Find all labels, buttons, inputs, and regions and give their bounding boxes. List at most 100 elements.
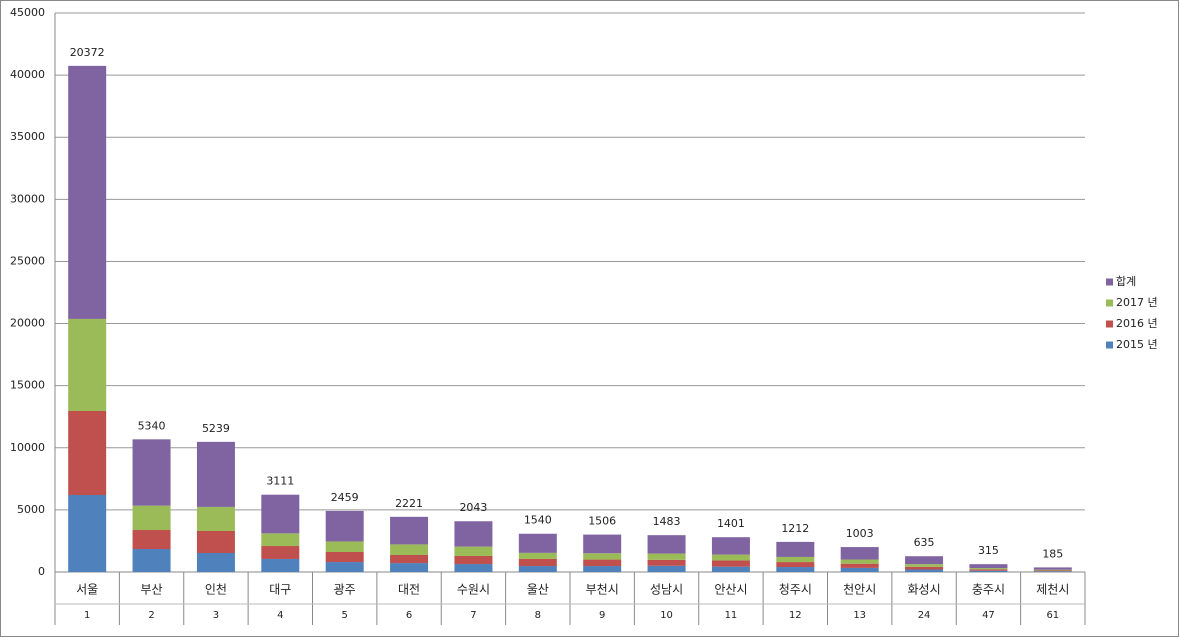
bar-segment [390,554,429,564]
y-tick-label: 40000 [10,68,45,81]
bar-segment [1033,570,1072,572]
bar-segment [647,535,686,554]
bar-segment [261,546,300,559]
x-tick-label: 대구 [269,583,291,597]
bar-segment [840,567,879,572]
x-sub-label: 1 [84,610,90,621]
bar-segment [905,564,944,567]
bar-segment [969,570,1008,572]
bar-segment [196,531,235,553]
bar-segment [390,563,429,572]
bar-segment [969,568,1008,570]
x-tick-label: 화성시 [908,583,941,597]
bar-segment [68,65,107,319]
bar-segment [840,559,879,564]
data-label: 20372 [70,46,105,59]
bar-segment [840,563,879,568]
bar-segment [711,560,750,567]
data-label: 3111 [266,475,294,488]
bar-segment [261,558,300,572]
data-label: 2043 [459,501,487,514]
data-label: 315 [978,544,999,557]
y-tick-label: 20000 [10,317,45,330]
x-sub-label: 61 [1046,610,1059,621]
bar-segment [261,533,300,547]
bar-segment [132,530,171,550]
legend-label: 2016 년 [1116,317,1158,330]
bar-segment [583,559,622,567]
bar-segment [1033,567,1072,570]
bar-segment [1033,569,1072,571]
x-tick-label: 울산 [527,583,549,597]
bar-segment [840,547,879,560]
bar-segment [647,553,686,560]
bar-segment [711,537,750,555]
x-tick-label: 충주시 [972,583,1005,597]
data-label: 1483 [653,515,681,528]
x-sub-label: 9 [599,610,605,621]
data-label: 185 [1042,547,1063,560]
x-sub-label: 5 [342,610,348,621]
x-sub-label: 4 [277,610,283,621]
bar-segment [196,552,235,572]
bar-segment [583,566,622,572]
bar-segment [776,556,815,563]
y-tick-label: 15000 [10,379,45,392]
data-label: 5340 [138,419,166,432]
x-sub-label: 8 [535,610,541,621]
bar-segment [776,562,815,568]
bar-segment [711,566,750,572]
y-tick-label: 30000 [10,192,45,205]
bar-segment [518,566,557,572]
x-sub-label: 11 [725,610,738,621]
data-label: 2459 [331,491,359,504]
y-tick-label: 45000 [10,6,45,19]
legend-swatch [1106,320,1113,328]
y-tick-label: 10000 [10,441,45,454]
bar-segment [390,516,429,545]
data-label: 1506 [588,515,616,528]
data-label: 635 [914,536,935,549]
bar-segment [583,534,622,554]
y-tick-label: 25000 [10,254,45,267]
bar-segment [647,559,686,566]
bar-segment [454,546,493,556]
bar-segment [454,521,493,547]
bar-segment [132,505,171,531]
bar-segment [68,411,107,495]
data-label: 5239 [202,422,230,435]
bar-segment [68,494,107,572]
y-tick-label: 5000 [17,503,45,516]
bar-segment [905,566,944,570]
bar-segment [132,549,171,572]
bar-segment [390,544,429,555]
data-label: 1003 [846,527,874,540]
data-label: 1540 [524,514,552,527]
x-sub-label: 2 [148,610,154,621]
legend-swatch [1106,299,1113,307]
x-sub-label: 3 [213,610,219,621]
data-label: 1212 [781,522,809,535]
data-label: 1401 [717,517,745,530]
x-tick-label: 성남시 [650,583,683,597]
bar-segment [325,541,364,553]
x-tick-label: 서울 [76,583,98,597]
bar-segment [454,555,493,565]
x-tick-label: 부천시 [586,582,619,597]
x-tick-label: 천안시 [843,582,876,597]
x-tick-label: 광주 [334,583,356,597]
x-tick-label: 제천시 [1036,582,1069,597]
bar-segment [325,552,364,563]
y-tick-label: 35000 [10,130,45,143]
bar-segment [776,541,815,557]
bar-segment [518,533,557,553]
x-tick-label: 안산시 [714,583,747,597]
bar-segment [325,562,364,572]
bar-segment [647,565,686,572]
bar-segment [196,441,235,507]
x-sub-label: 10 [660,610,673,621]
legend-label: 2017 년 [1116,296,1158,309]
bar-segment [1033,571,1072,572]
